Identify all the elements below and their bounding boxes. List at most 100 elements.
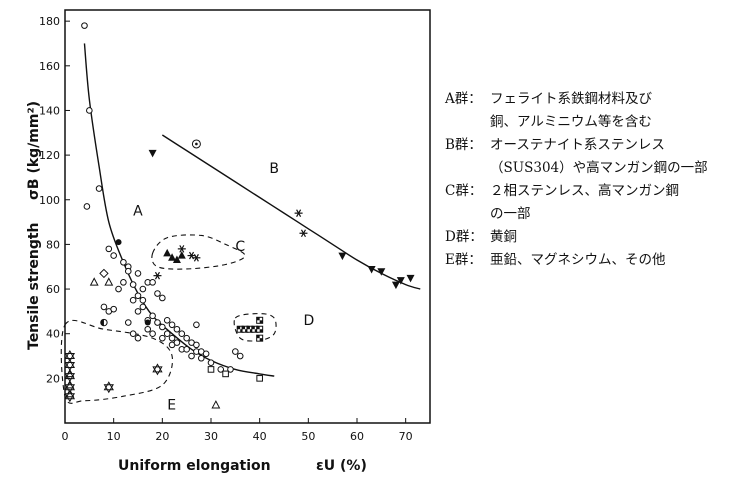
region-d [233,313,277,342]
data-point-star-of-david [64,350,76,363]
x-tick-label: 50 [301,430,315,443]
data-point-circle [173,339,181,346]
data-point-circle [139,285,147,293]
legend-text: （SUS304）や高マンガン鋼の一部 [490,160,708,176]
y-tick-label: 140 [39,104,60,117]
data-point-filled-triangle-down [148,149,157,158]
data-point-circle [217,366,225,373]
chart: 0 10 20 30 40 50 60 70 20 40 60 80 100 120 140 160 180 A… [26,9,431,474]
legend-row: C群： ２相ステンレス、高マンガン鋼 [445,180,750,203]
y-tick-label: 160 [39,60,60,73]
data-point-circle [183,346,190,353]
data-point-circle [81,22,88,29]
legend-row: D群： 黄銅 [445,226,750,249]
data-point-circle [129,296,137,304]
group-label-b: B [269,161,279,177]
y-axis-symbol: σB (kg/mm²) [26,101,42,200]
data-point-filled-triangle-up [177,251,186,259]
x-tick-label: 30 [204,430,218,443]
legend-key: C群： [445,183,483,199]
data-point-filled-triangle-down [377,268,386,276]
data-point-circle [168,334,176,342]
data-point-circle [149,279,156,286]
data-point-asterisk [294,209,303,217]
data-point-circle [139,303,147,311]
data-point-star-of-david [64,390,76,403]
legend-row: （SUS304）や高マンガン鋼の一部 [445,157,750,180]
data-point-circle [159,294,166,302]
axis-ticks: 0 10 20 30 40 50 60 70 20 40 60 80 100 120 140 160 180 [39,15,413,443]
x-axis-label: Uniform elongation [118,458,271,474]
data-point-circle [163,330,171,338]
region-c [151,234,246,270]
data-point-circle [134,292,142,300]
x-tick-label: 20 [155,430,169,443]
group-regions [60,234,277,404]
legend-key: B群： [445,137,482,153]
x-axis-symbol: εU (%) [316,458,367,474]
data-point-triangle-up [89,277,99,286]
data-point-star-of-david [152,363,163,376]
group-label-a: A [133,203,143,219]
x-tick-label: 0 [62,430,69,443]
data-point-circle [207,359,215,367]
data-point-filled-triangle-up [168,253,177,261]
data-point-circle [100,303,108,311]
data-point-circle [120,279,127,286]
legend-row: 銅、アルミニウム等を含む [445,111,750,134]
data-point-circle [183,334,190,342]
legend-key [445,203,490,226]
data-point-circle [124,267,132,275]
data-point-asterisk [153,271,162,280]
data-point-square [256,375,263,382]
y-axis-label: Tensile strength [26,222,42,350]
data-point-circle [193,321,200,329]
data-point-circle [86,107,93,114]
legend-key: E群： [445,252,482,268]
legend-row: B群： オーステナイト系ステンレス [445,134,750,157]
data-point-star-of-david [64,381,76,394]
data-point-circle [236,352,244,360]
y-tick-label: 40 [46,328,60,341]
data-point-circle [129,281,137,288]
legend-text: オーステナイト系ステンレス [490,137,665,153]
data-point-circle [134,308,142,315]
data-point-circle [134,270,142,277]
data-point-circle [154,290,161,297]
y-tick-label: 120 [39,149,60,162]
data-point-circle [154,319,161,326]
data-point-triangle-up [104,277,114,286]
data-point-quartered-square [256,334,264,342]
data-point-square [222,370,229,378]
data-point-filled-triangle-down [391,281,400,290]
data-point-circle [115,285,122,293]
y-tick-label: 80 [46,238,60,251]
group-label-e: E [167,398,176,414]
data-point-filled-triangle-down [367,265,376,274]
data-point-circle [95,185,103,192]
data-point-half-circle [100,318,108,327]
legend-text: 亜鉛、マグネシウム、その他 [490,252,666,268]
data-point-square [207,366,215,373]
data-point-quartered-square [256,316,264,324]
data-point-circle [144,325,152,333]
data-points [64,22,415,409]
legend-text: の一部 [490,206,531,222]
legend-text: 銅、アルミニウム等を含む [490,114,652,130]
group-labels: A B C D E [133,161,314,414]
data-point-circle [134,334,142,342]
data-point-circle [139,296,147,304]
data-point-asterisk [177,245,186,253]
legend-key: A群： [445,91,482,107]
legend-row: の一部 [445,203,750,226]
y-tick-label: 60 [46,283,60,296]
data-point-circle [149,330,156,338]
region-e [60,319,173,404]
trend-line-b [161,134,421,290]
legend-row: A群： フェライト系鉄鋼材料及び [445,88,750,111]
data-point-circle [149,312,156,320]
data-point-circle [188,352,195,360]
x-tick-label: 10 [107,430,121,443]
data-point-filled-circle [144,319,151,326]
data-point-circle [159,323,166,331]
